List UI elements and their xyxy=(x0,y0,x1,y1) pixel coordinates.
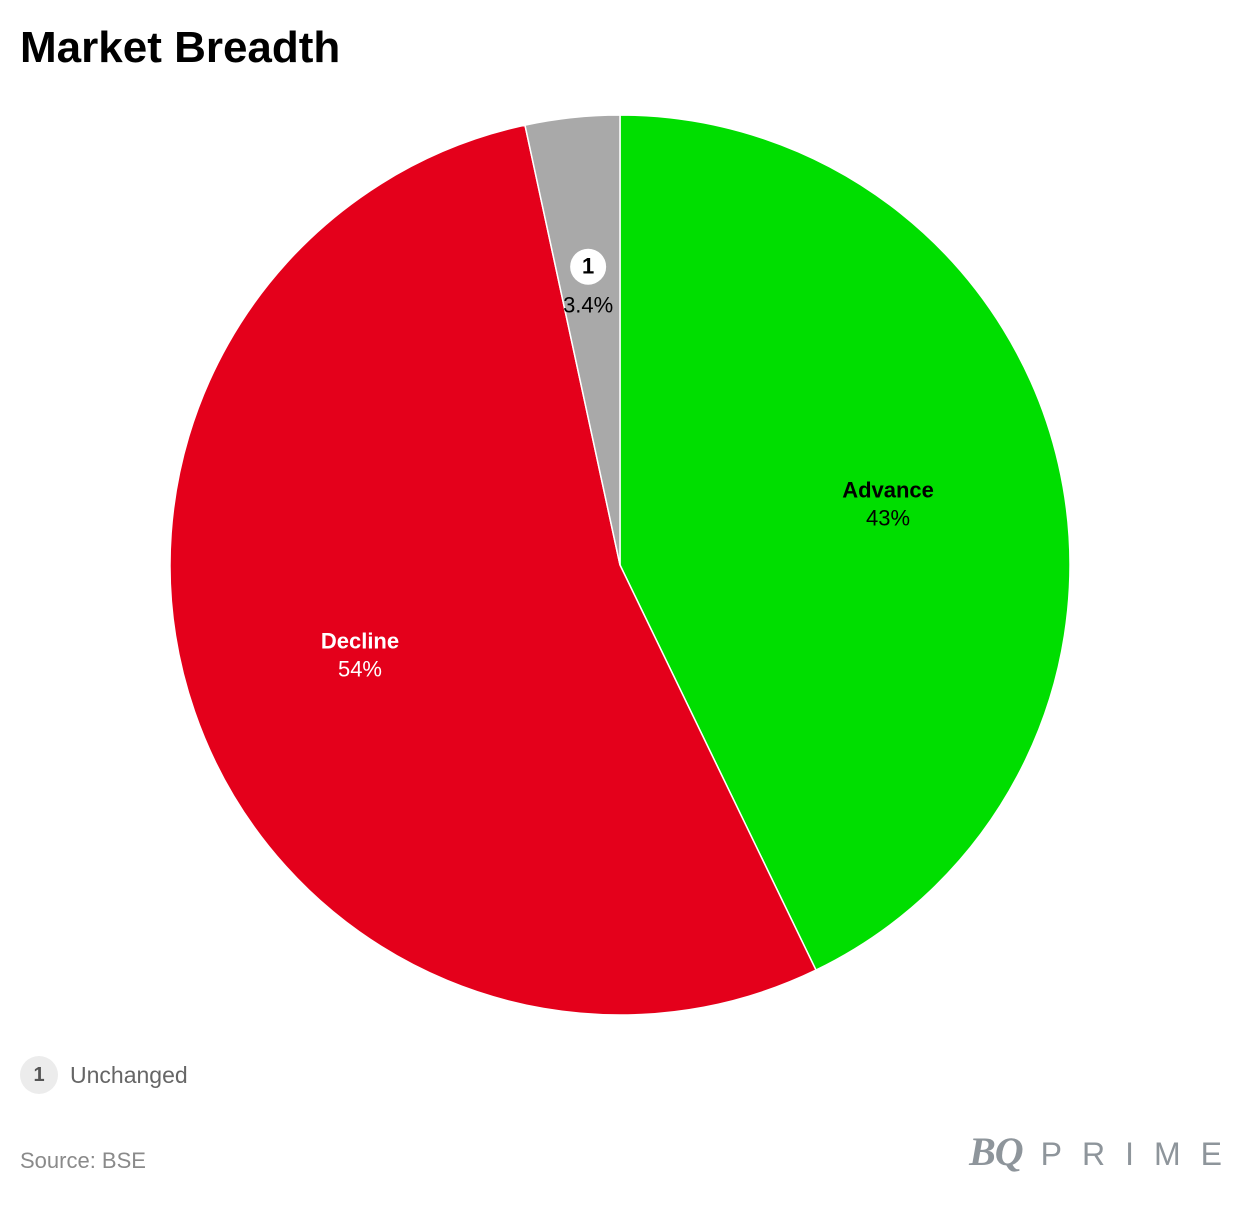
brand-wordmark: PRIME xyxy=(1040,1136,1240,1172)
footnote-legend: 1 Unchanged xyxy=(20,1056,188,1094)
brand-logo: BQ PRIME xyxy=(969,1128,1222,1175)
footnote-label: Unchanged xyxy=(70,1061,188,1088)
pie-slice-unchanged xyxy=(524,114,621,566)
slice-name-label-decline: Decline xyxy=(321,629,399,654)
slice-value-label-unchanged: 3.4% xyxy=(563,293,613,318)
pie-slice-advance xyxy=(619,114,1071,972)
chart-title: Market Breadth xyxy=(20,23,341,72)
pie-chart: Advance 43% Decline 54% 1 3.4% xyxy=(169,114,1071,1016)
footnote-badge: 1 xyxy=(20,1056,58,1094)
source-note: Source: BSE xyxy=(20,1148,146,1173)
brand-mark: BQ xyxy=(969,1129,1024,1174)
slice-footnote-number-unchanged: 1 xyxy=(582,254,594,279)
slice-footnote-badge-unchanged xyxy=(570,248,607,285)
slice-name-label-advance: Advance xyxy=(842,478,934,503)
slice-value-label-decline: 54% xyxy=(338,657,382,682)
pie-slice-decline xyxy=(169,124,817,1016)
pie-chart-svg: Advance 43% Decline 54% 1 3.4% xyxy=(169,114,1071,1016)
slice-value-label-advance: 43% xyxy=(866,506,910,531)
